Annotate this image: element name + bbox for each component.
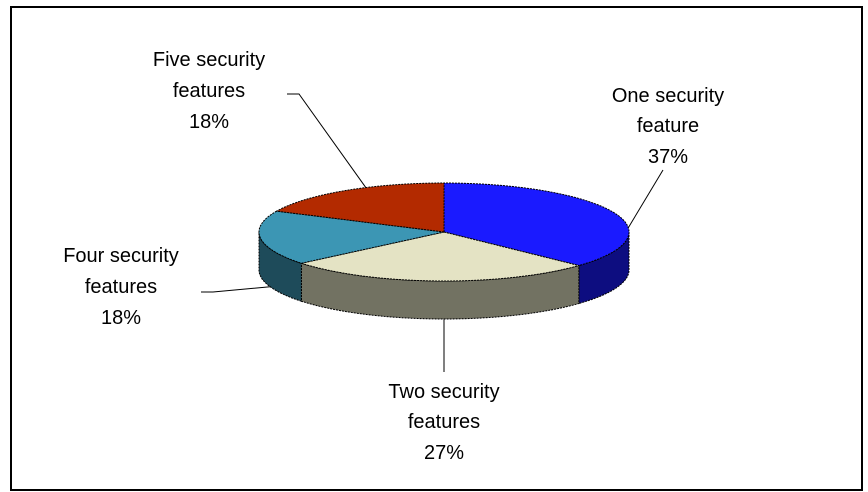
- leader-lines: [201, 93, 664, 372]
- slice-label-one-line2: feature: [637, 115, 699, 137]
- pie-tops: [258, 182, 630, 282]
- pie-slice-four: [258, 210, 445, 264]
- slice-label-five-percent: 18%: [189, 111, 229, 133]
- leader-line-four: [201, 286, 271, 293]
- chart-border: [10, 6, 863, 491]
- slice-label-four-line2: features: [85, 276, 157, 298]
- pie-slice-five: [275, 182, 445, 233]
- pie-slice-two: [299, 231, 581, 282]
- slice-label-four-line1: Four security: [63, 245, 179, 267]
- pie-side-four: [258, 231, 302, 302]
- slice-label-five-line1: Five security: [153, 49, 265, 71]
- slice-label-two-line2: features: [408, 411, 480, 433]
- slice-label-two-percent: 27%: [424, 442, 464, 464]
- slice-label-one-percent: 37%: [648, 146, 688, 168]
- leader-line-five: [287, 93, 367, 188]
- slice-label-four-percent: 18%: [101, 307, 141, 329]
- slice-labels: One security feature 37% Two security fe…: [63, 49, 724, 464]
- slice-label-one-line1: One security: [612, 85, 724, 107]
- pie-slice-one: [443, 182, 630, 267]
- slice-label-two-line1: Two security: [388, 381, 499, 403]
- leader-line-one: [627, 169, 664, 228]
- slice-label-five-line2: features: [173, 80, 245, 102]
